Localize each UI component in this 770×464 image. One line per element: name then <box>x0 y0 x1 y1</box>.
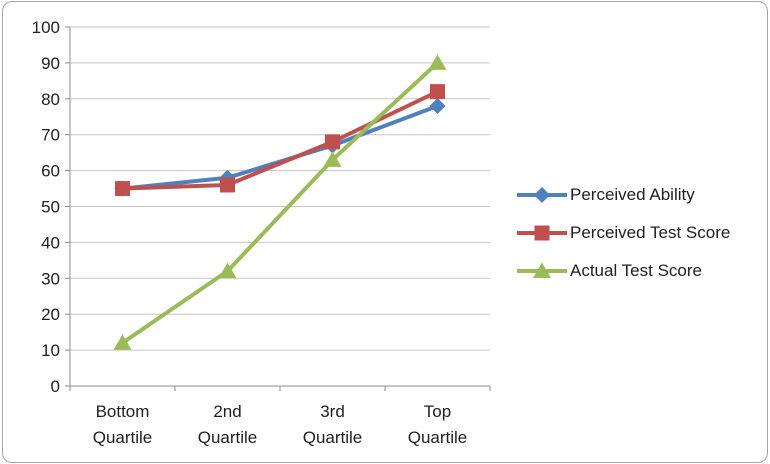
legend-marker-glyph <box>534 187 550 203</box>
legend-item-perceived-ability: Perceived Ability <box>516 176 730 214</box>
y-axis-tick-label: 0 <box>51 377 60 396</box>
y-axis-tick-label: 80 <box>41 90 60 109</box>
marker-triangle-actual-test-score <box>113 334 132 350</box>
y-axis-tick-label: 50 <box>41 198 60 217</box>
marker-square-perceived-test-score <box>220 177 235 193</box>
y-axis-tick-label: 30 <box>41 269 60 288</box>
legend-label: Perceived Ability <box>570 185 695 204</box>
marker-square-perceived-test-score <box>325 134 340 150</box>
marker-square-perceived-test-score <box>115 181 130 197</box>
marker-triangle-actual-test-score <box>218 262 237 279</box>
y-axis-tick-label: 40 <box>41 233 60 252</box>
x-axis-category-label: 2nd Quartile <box>198 402 258 447</box>
y-axis-tick-label: 70 <box>41 126 60 145</box>
y-axis-tick-label: 90 <box>41 54 60 73</box>
legend-triangle-marker-icon <box>517 262 567 278</box>
legend-label: Perceived Test Score <box>570 223 731 242</box>
legend-item-perceived-test-score: Perceived Test Score <box>516 214 730 252</box>
y-axis-tick-label: 60 <box>41 162 60 181</box>
legend-item-actual-test-score: Actual Test Score <box>516 252 730 290</box>
y-axis-tick-label: 100 <box>32 18 60 37</box>
legend: Perceived Ability Perceived Test Score Act… <box>516 176 730 290</box>
legend-marker-glyph <box>533 262 551 278</box>
legend-marker-glyph <box>534 225 550 241</box>
marker-diamond-perceived-ability <box>429 97 446 114</box>
marker-triangle-actual-test-score <box>323 151 342 167</box>
x-axis-category-label: Top Quartile <box>408 402 468 447</box>
series-line-perceived-ability <box>120 103 440 191</box>
y-axis-tick-label: 20 <box>41 305 60 324</box>
marker-square-perceived-test-score <box>430 84 445 100</box>
x-axis-category-label: 3rd Quartile <box>303 402 363 447</box>
legend-label: Actual Test Score <box>570 261 702 280</box>
y-axis-tick-label: 10 <box>41 341 60 360</box>
legend-diamond-marker-icon <box>517 187 567 203</box>
x-axis-category-label: Bottom Quartile <box>93 402 153 447</box>
legend-square-marker-icon <box>517 225 567 241</box>
series-line-actual-test-score <box>120 60 440 345</box>
marker-triangle-actual-test-score <box>428 54 447 70</box>
series-line-perceived-test-score <box>120 89 440 191</box>
